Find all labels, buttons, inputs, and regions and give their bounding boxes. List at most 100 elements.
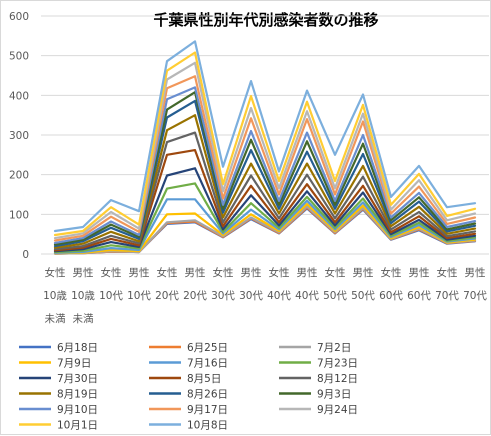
- x-tick-label: 男性 40代: [295, 266, 319, 302]
- series-line-9: [53, 131, 477, 251]
- legend-entry: 6月18日: [19, 342, 98, 354]
- series-line-13: [53, 86, 477, 244]
- x-tick-label-line: 女性: [213, 266, 234, 279]
- x-tick-label-line: 60代: [379, 290, 403, 302]
- x-tick-label-line: 10歳: [71, 290, 95, 302]
- legend-label: 10月1日: [57, 420, 98, 432]
- legend-entry: 10月1日: [19, 420, 98, 432]
- x-tick-label-line: 60代: [407, 290, 431, 302]
- y-tick-label: 0: [22, 249, 29, 261]
- legend-label: 8月5日: [187, 373, 221, 385]
- x-tick-label-line: 女性: [325, 266, 346, 279]
- x-tick-label: 男性 70代: [463, 266, 487, 302]
- x-tick-label-line: 女性: [381, 266, 402, 279]
- x-tick-label-line: 50代: [351, 290, 375, 302]
- x-tick-label-line: 女性: [437, 266, 458, 279]
- legend-label: 10月8日: [187, 420, 228, 432]
- legend-entry: 7月2日: [279, 342, 351, 354]
- series-line-10: [53, 114, 477, 249]
- x-tick-label-line: 男性: [353, 266, 374, 279]
- x-tick-label: 女性 30代: [211, 266, 235, 302]
- x-tick-label-line: 30代: [239, 290, 263, 302]
- legend-entry: 8月12日: [279, 373, 358, 385]
- x-tick-label: 女性 40代: [267, 266, 291, 302]
- legend-entry: 6月25日: [149, 342, 228, 354]
- legend-entry: 9月10日: [19, 404, 98, 416]
- x-tick-label: 男性 20代: [183, 266, 207, 302]
- x-tick-label-line: 男性: [241, 266, 262, 279]
- legend-entry: 9月3日: [279, 389, 351, 401]
- legend-entry: 10月8日: [149, 420, 228, 432]
- x-tick-label-line: 30代: [211, 290, 235, 302]
- y-axis-ticks: 0 100 200 300 400 500 600: [9, 11, 29, 261]
- x-tick-label: 男性 50代: [351, 266, 375, 302]
- y-tick-label: 400: [9, 90, 29, 102]
- x-tick-label: 女性 20代: [155, 266, 179, 302]
- x-tick-label: 女性 10代: [99, 266, 123, 302]
- legend-entry: 8月5日: [149, 373, 221, 385]
- series-line-14: [53, 75, 477, 242]
- legend-label: 9月24日: [317, 404, 358, 416]
- x-tick-label-line: 女性: [45, 266, 66, 279]
- series-line-4: [53, 202, 477, 255]
- x-tick-label-line: 20代: [155, 290, 179, 302]
- x-tick-label-line: 未満: [73, 313, 94, 325]
- x-tick-label: 男性 30代: [239, 266, 263, 302]
- legend-entry: 8月19日: [19, 389, 98, 401]
- legend-label: 7月16日: [187, 358, 228, 370]
- series-line-16: [53, 51, 477, 237]
- x-tick-label-line: 女性: [101, 266, 122, 279]
- x-tick-label-line: 男性: [185, 266, 206, 279]
- x-tick-label-line: 10代: [99, 290, 123, 302]
- x-tick-label-line: 10歳: [43, 290, 67, 302]
- series-line-8: [53, 149, 477, 252]
- chart-title: 千葉県性別年代別感染者数の推移: [153, 11, 378, 29]
- y-tick-label: 200: [9, 170, 29, 182]
- series-line-12: [53, 91, 477, 246]
- x-tick-label-line: 女性: [269, 266, 290, 279]
- x-tick-label-line: 男性: [129, 266, 150, 279]
- legend-label: 8月12日: [317, 373, 358, 385]
- legend-entry: 9月17日: [149, 404, 228, 416]
- legend-entry: 9月24日: [279, 404, 358, 416]
- x-tick-label: 女性 60代: [379, 266, 403, 302]
- y-tick-label: 600: [9, 11, 29, 23]
- x-tick-label-line: 40代: [295, 290, 319, 302]
- legend-entry: 7月23日: [279, 358, 358, 370]
- x-axis-labels: 女性10歳未満男性10歳未満女性10代男性10代女性20代男性20代女性30代男…: [43, 266, 487, 325]
- legend-entry: 8月26日: [149, 389, 228, 401]
- x-tick-label-line: 男性: [409, 266, 430, 279]
- x-tick-label-line: 70代: [463, 290, 487, 302]
- x-tick-label: 女性 50代: [323, 266, 347, 302]
- x-tick-label-line: 70代: [435, 290, 459, 302]
- x-tick-label-line: 未満: [45, 313, 66, 325]
- y-tick-label: 300: [9, 130, 29, 142]
- legend-entry: 7月30日: [19, 373, 98, 385]
- x-tick-label: 男性 60代: [407, 266, 431, 302]
- x-tick-label-line: 男性: [297, 266, 318, 279]
- legend-label: 9月17日: [187, 404, 228, 416]
- legend-label: 9月10日: [57, 404, 98, 416]
- legend-label: 6月25日: [187, 342, 228, 354]
- x-tick-label-line: 20代: [183, 290, 207, 302]
- x-tick-label-line: 男性: [465, 266, 486, 279]
- series-line-6: [53, 182, 477, 254]
- series-line-7: [53, 167, 477, 253]
- series-line-15: [53, 61, 477, 240]
- y-tick-label: 100: [9, 209, 29, 221]
- legend-label: 7月30日: [57, 373, 98, 385]
- x-tick-label-line: 40代: [267, 290, 291, 302]
- legend-label: 8月26日: [187, 389, 228, 401]
- legend-label: 7月23日: [317, 358, 358, 370]
- x-tick-label-line: 女性: [157, 266, 178, 279]
- legend-label: 9月3日: [317, 389, 351, 401]
- legend-label: 8月19日: [57, 389, 98, 401]
- x-tick-label-line: 10代: [127, 290, 151, 302]
- series-lines: [53, 40, 477, 255]
- legend-entry: 7月16日: [149, 358, 228, 370]
- x-tick-label: 女性 70代: [435, 266, 459, 302]
